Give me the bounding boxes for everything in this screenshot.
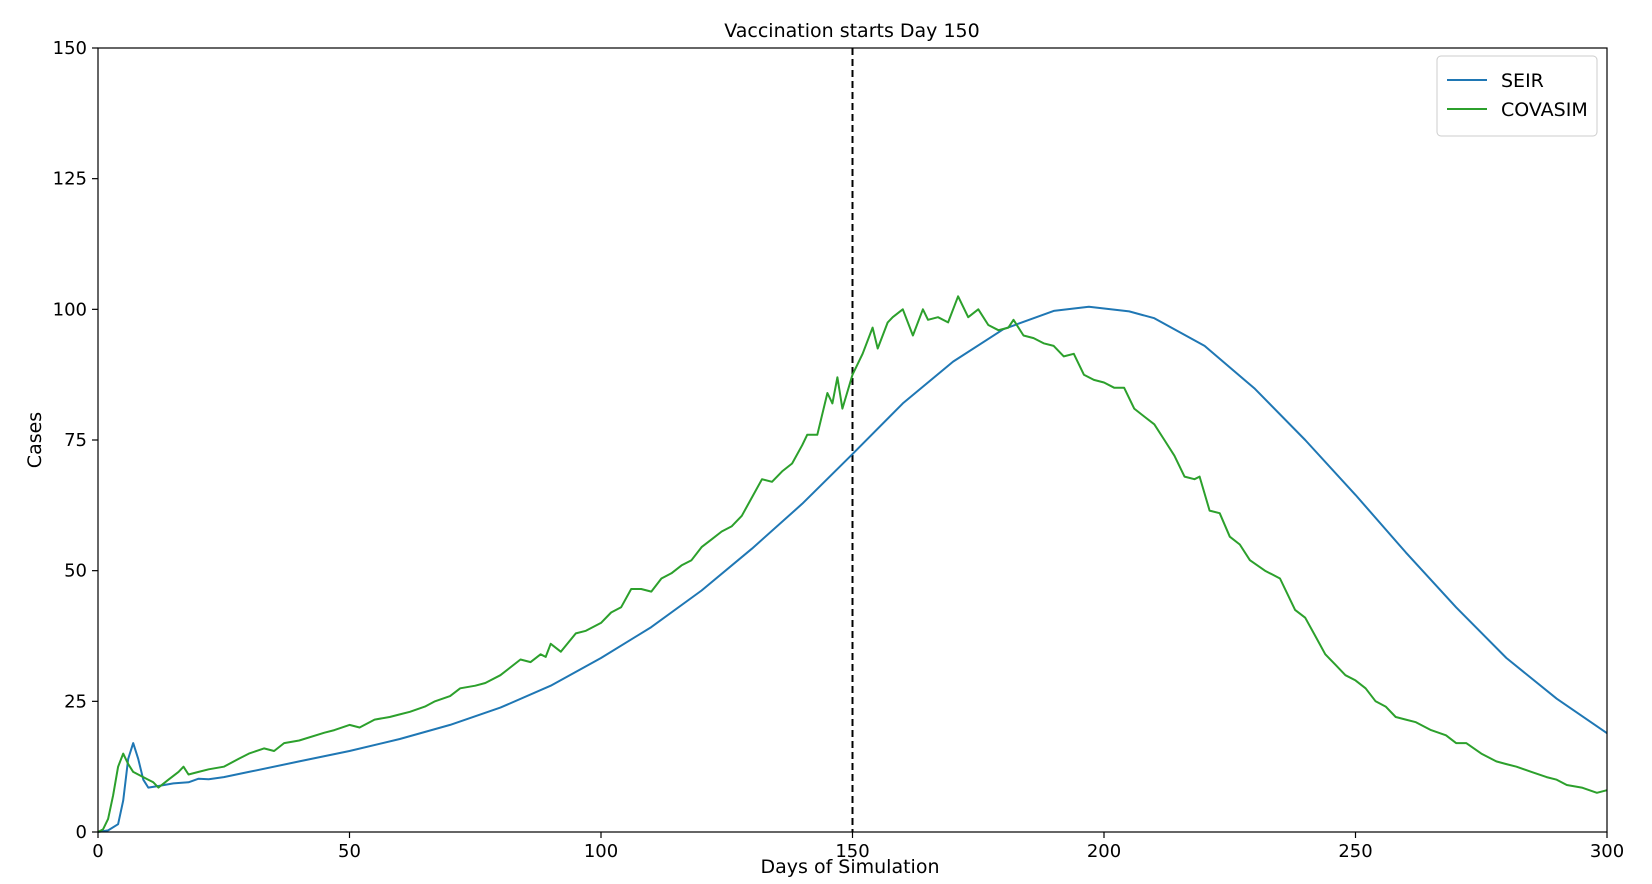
y-tick-label: 25: [64, 691, 87, 712]
x-tick-label: 50: [338, 841, 361, 862]
y-tick-label: 75: [64, 430, 87, 451]
legend-label-seir: SEIR: [1501, 70, 1544, 92]
axes: 0 50 100 150 200 250 300 0 25 50 75 100 125 150: [53, 38, 1625, 862]
x-tick-label: 150: [835, 841, 869, 862]
legend: SEIR COVASIM: [1436, 55, 1598, 137]
y-tick-label: 125: [53, 169, 87, 190]
y-tick-label: 150: [53, 38, 87, 59]
x-tick-label: 300: [1590, 841, 1624, 862]
legend-box: [1436, 55, 1598, 137]
x-axis-label: Days of Simulation: [760, 856, 939, 878]
x-tick-label: 0: [92, 841, 103, 862]
x-tick-label: 250: [1338, 841, 1372, 862]
chart-title: Vaccination starts Day 150: [724, 20, 979, 42]
x-tick-label: 100: [584, 841, 618, 862]
y-axis-label: Cases: [24, 412, 46, 468]
x-tick-label: 200: [1087, 841, 1121, 862]
series-line-covasim: [97, 295, 1608, 833]
y-tick-label: 0: [76, 822, 87, 843]
plot-marks: [97, 48, 1608, 833]
series-line-seir: [97, 305, 1608, 833]
legend-label-covasim: COVASIM: [1501, 99, 1588, 121]
y-tick-label: 50: [64, 561, 87, 582]
y-tick-label: 100: [53, 299, 87, 320]
